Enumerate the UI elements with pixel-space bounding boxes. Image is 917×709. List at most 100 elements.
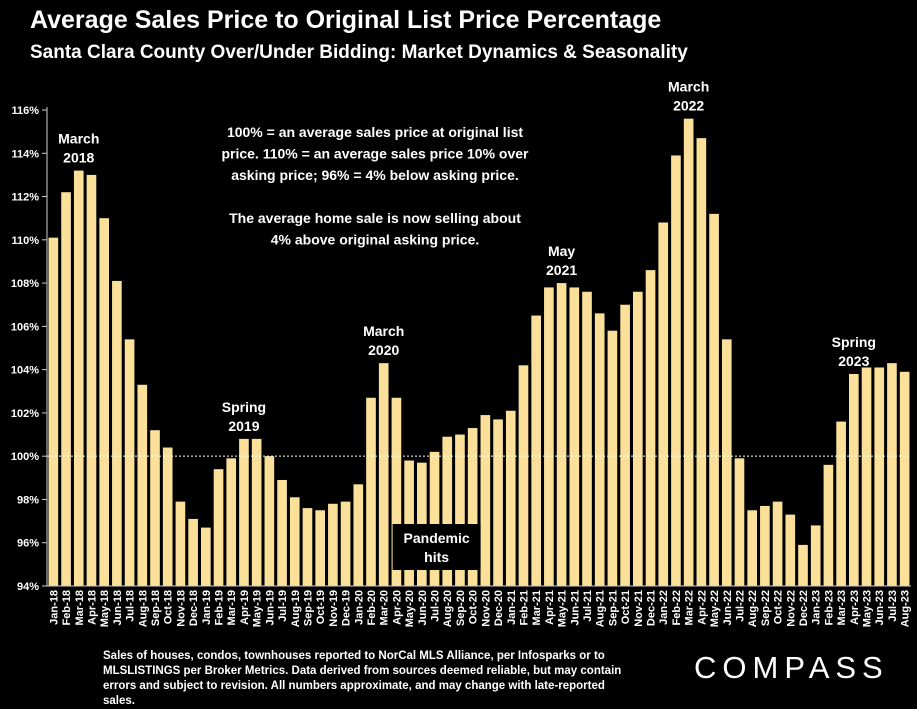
x-tick-label: Aug-20 xyxy=(442,590,454,627)
bar xyxy=(772,501,783,586)
bar xyxy=(264,456,275,586)
x-tick-label: Oct-20 xyxy=(468,590,480,624)
annotation-label: Spring xyxy=(222,399,266,415)
bar xyxy=(544,287,554,586)
bar xyxy=(455,434,465,586)
x-tick-label: Jun-22 xyxy=(722,590,734,625)
x-tick-label: Jun-20 xyxy=(417,590,429,625)
bar xyxy=(556,283,567,586)
bar xyxy=(200,527,211,586)
x-tick-label: Mar-20 xyxy=(379,590,391,625)
bar xyxy=(594,313,605,586)
bar xyxy=(366,397,376,586)
x-tick-label: Feb-21 xyxy=(518,590,530,625)
annotation-label: March xyxy=(363,323,404,339)
bar xyxy=(213,469,224,586)
x-tick-label: Dec-18 xyxy=(188,590,200,626)
bar xyxy=(632,291,643,586)
x-tick-label: Dec-21 xyxy=(646,590,658,626)
x-tick-label: Oct-21 xyxy=(620,590,632,624)
x-tick-label: Feb-19 xyxy=(214,590,226,625)
bar xyxy=(823,464,834,586)
x-tick-label: Jun-23 xyxy=(874,590,886,625)
chart-subtitle: Santa Clara County Over/Under Bidding: M… xyxy=(30,42,688,63)
y-tick-label: 100% xyxy=(11,451,39,463)
y-tick-label: 102% xyxy=(11,408,39,420)
bar xyxy=(48,237,59,586)
x-tick-label: May-23 xyxy=(862,590,874,627)
x-tick-label: Jun-18 xyxy=(112,590,124,625)
explanation-note-line: 100% = an average sales price at origina… xyxy=(227,124,523,140)
bar xyxy=(518,365,529,586)
bar xyxy=(429,451,440,586)
bar xyxy=(378,363,389,586)
x-tick-label: Dec-20 xyxy=(493,590,505,626)
annotation-label: Spring xyxy=(832,334,876,350)
x-tick-label: Aug-18 xyxy=(137,590,149,627)
bar xyxy=(391,397,402,586)
x-tick-label: Mar-21 xyxy=(531,590,543,625)
bar xyxy=(493,419,503,586)
x-tick-label: Sep-21 xyxy=(607,590,619,626)
bar xyxy=(760,505,770,586)
bar xyxy=(188,518,198,586)
bar xyxy=(645,270,656,586)
annotation-label: 2021 xyxy=(546,262,577,278)
y-tick-label: 108% xyxy=(11,278,39,290)
y-tick-label: 96% xyxy=(17,538,39,550)
x-tick-label: May-22 xyxy=(709,590,721,627)
y-tick-label: 110% xyxy=(11,235,39,247)
bar xyxy=(848,373,859,586)
bar xyxy=(315,510,326,586)
pandemic-callout-text: hits xyxy=(424,549,449,565)
x-tick-label: Mar-18 xyxy=(74,590,86,625)
bar xyxy=(340,501,351,586)
bar xyxy=(861,367,872,586)
bar xyxy=(785,514,796,586)
bar xyxy=(734,458,745,586)
bar xyxy=(124,339,135,586)
bar xyxy=(277,479,287,586)
explanation-note-line: price. 110% = an average sales price 10%… xyxy=(221,146,529,162)
x-tick-label: Sep-18 xyxy=(150,590,162,626)
bar xyxy=(162,447,173,586)
x-tick-label: Apr-18 xyxy=(86,590,98,625)
bar xyxy=(899,371,910,586)
x-tick-label: Apr-19 xyxy=(239,590,251,625)
bar xyxy=(442,436,453,586)
x-tick-label: Dec-19 xyxy=(341,590,353,626)
x-tick-label: Oct-22 xyxy=(773,590,785,624)
y-tick-label: 104% xyxy=(11,365,39,377)
bar xyxy=(874,367,885,586)
explanation-note-line: 4% above original asking price. xyxy=(271,232,480,248)
bar xyxy=(86,174,97,586)
bar xyxy=(353,484,364,586)
bar xyxy=(747,510,758,586)
x-tick-label: Apr-21 xyxy=(544,590,556,625)
bar xyxy=(467,428,478,586)
bar xyxy=(798,544,808,586)
annotation-label: 2022 xyxy=(673,98,704,114)
bar xyxy=(99,218,110,586)
annotation-label: 2020 xyxy=(368,342,399,358)
x-tick-label: Aug-23 xyxy=(900,590,912,627)
x-tick-label: Jul-18 xyxy=(125,590,137,622)
bar xyxy=(836,421,846,586)
bar xyxy=(404,460,414,586)
bar xyxy=(239,438,249,586)
bar xyxy=(150,430,160,586)
x-tick-label: Nov-18 xyxy=(175,590,187,627)
x-tick-label: Jun-21 xyxy=(569,590,581,625)
x-tick-label: Mar-19 xyxy=(226,590,238,625)
bar xyxy=(112,280,122,586)
y-tick-label: 116% xyxy=(11,105,39,117)
bar xyxy=(709,213,719,586)
x-tick-label: Sep-20 xyxy=(455,590,467,626)
x-tick-label: Nov-19 xyxy=(328,590,340,627)
x-tick-label: Feb-18 xyxy=(61,590,73,625)
bar xyxy=(810,525,821,586)
bar xyxy=(683,118,694,587)
y-tick-label: 114% xyxy=(11,148,39,160)
x-tick-label: Jul-23 xyxy=(887,590,899,622)
